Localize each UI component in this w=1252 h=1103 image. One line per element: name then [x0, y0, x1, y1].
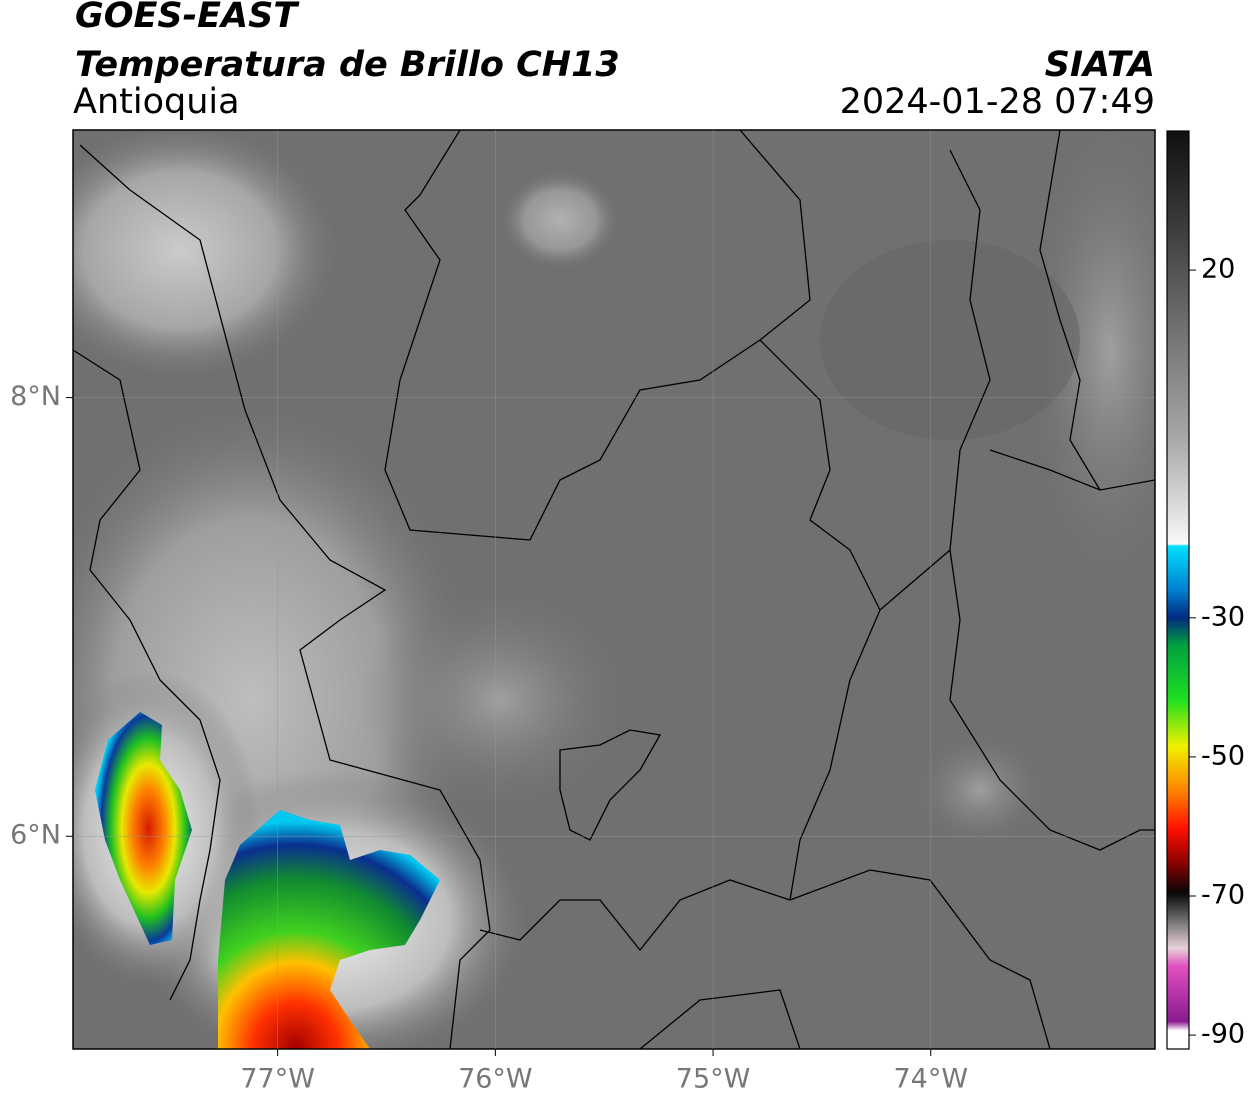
colorbar-tick-label: 20: [1201, 254, 1235, 285]
colorbar: [1166, 130, 1190, 1050]
colorbar-tick-label: -50: [1201, 740, 1245, 771]
source-label: SIATA: [1045, 45, 1155, 85]
colorbar-tick-label: -90: [1201, 1019, 1245, 1050]
borders: [73, 130, 1155, 1049]
lon-tick-label: 76°W: [458, 1064, 533, 1095]
region-label: Antioquia: [73, 82, 240, 122]
colorbar-tick-label: -70: [1201, 880, 1245, 911]
lat-tick-label: 8°N: [10, 381, 61, 412]
colorbar-tick-label: -30: [1201, 601, 1245, 632]
colorbar-axis: 20 -30 -50 -70 -90: [1189, 254, 1245, 1050]
map-frame: [72, 129, 1156, 1050]
lon-tick-label: 74°W: [893, 1064, 968, 1095]
satellite-image: [73, 130, 1155, 1049]
lat-tick-label: 6°N: [10, 820, 61, 851]
lon-tick-label: 75°W: [676, 1064, 751, 1095]
product-title: Temperatura de Brillo CH13: [75, 45, 620, 85]
timestamp: 2024-01-28 07:49: [840, 82, 1155, 122]
satellite-title: GOES-EAST: [75, 0, 300, 36]
lon-tick-label: 77°W: [240, 1064, 315, 1095]
map-axes: 77°W 76°W 75°W 74°W 6°N 8°N: [10, 130, 1155, 1095]
